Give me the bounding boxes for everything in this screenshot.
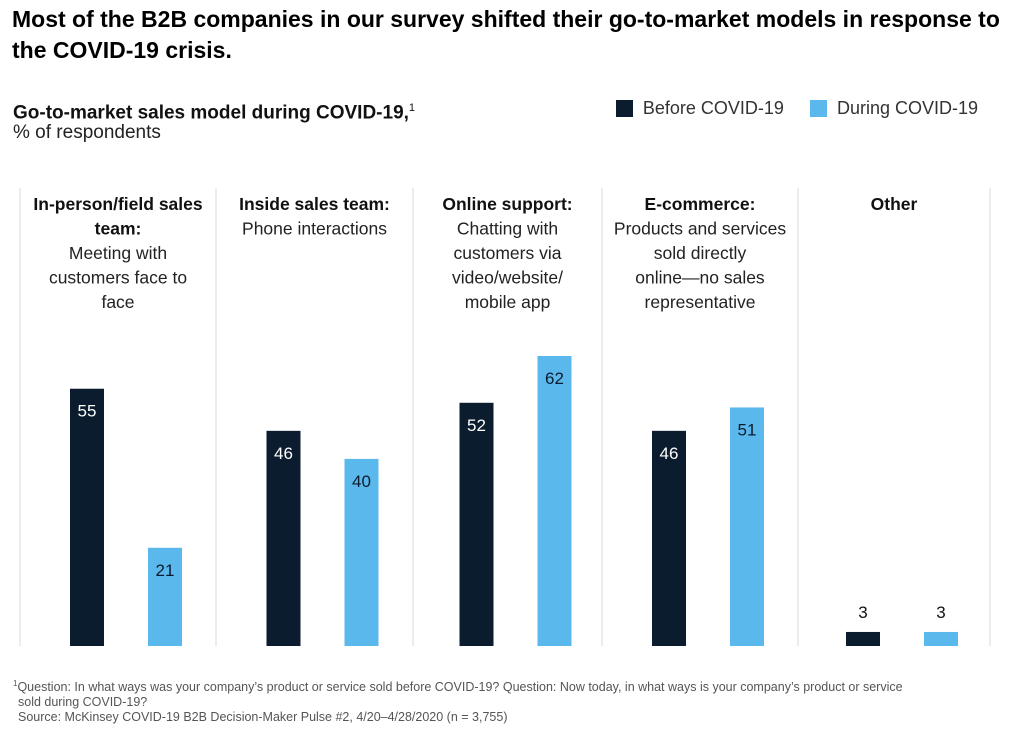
- category-description: sold directly: [654, 243, 747, 263]
- footnote-question: 1Question: In what ways was your company…: [13, 676, 1003, 695]
- legend-swatch-during: [809, 99, 827, 117]
- bar-during: [537, 356, 572, 646]
- data-label: 62: [545, 369, 564, 388]
- category-description: Chatting with: [457, 219, 558, 239]
- category-description: customers via: [454, 243, 562, 263]
- category-title: team:: [95, 219, 142, 239]
- chart-title: Go-to-market sales model during COVID-19…: [13, 96, 415, 125]
- legend-item-during: During COVID-19: [809, 96, 978, 120]
- legend-label-before: Before COVID-19: [642, 98, 784, 118]
- category-description: Phone interactions: [242, 219, 387, 239]
- data-label: 46: [660, 444, 679, 463]
- category-description: representative: [645, 292, 756, 312]
- data-label: 40: [352, 472, 371, 491]
- data-label: 21: [156, 561, 175, 580]
- category-description: face: [101, 292, 134, 312]
- bar-during: [344, 458, 379, 646]
- legend-item-before: Before COVID-19: [615, 96, 784, 120]
- footnote-source: Source: McKinsey COVID-19 B2B Decision-M…: [18, 710, 508, 725]
- footnote: 1Question: In what ways was your company…: [13, 676, 1003, 725]
- category-description: customers face to: [49, 268, 187, 288]
- chart-title-text: Go-to-market sales model during COVID-19…: [13, 102, 409, 124]
- bar-during: [730, 407, 764, 646]
- data-label: 55: [78, 402, 97, 421]
- category-description: Products and services: [614, 219, 786, 239]
- data-label: 52: [467, 416, 486, 435]
- footnote-question-line1: Question: In what ways was your company’…: [17, 680, 903, 695]
- category-description: mobile app: [465, 292, 551, 312]
- category-description: online—no sales: [635, 268, 765, 288]
- data-label: 3: [936, 603, 945, 622]
- title-footnote-marker: 1: [408, 102, 416, 114]
- bar-before: [846, 631, 880, 646]
- category-title: E-commerce:: [645, 194, 756, 214]
- footnote-question-line2: sold during COVID-19?: [18, 695, 148, 710]
- bar-during: [148, 547, 182, 646]
- data-label: 51: [738, 420, 757, 439]
- category-title: Other: [871, 194, 918, 214]
- legend: Before COVID-19 During COVID-19: [615, 96, 978, 120]
- bar-before: [70, 388, 104, 646]
- chart-headline: Most of the B2B companies in our survey …: [12, 6, 1000, 63]
- unit-label: % of respondents: [13, 122, 161, 143]
- category-title: Online support:: [442, 194, 572, 214]
- data-label: 46: [274, 444, 293, 463]
- bar-during: [924, 631, 958, 646]
- category-description: video/website/: [452, 268, 563, 288]
- legend-swatch-before: [615, 99, 633, 117]
- bar-before: [266, 430, 301, 646]
- category-title: In-person/field sales: [33, 194, 202, 214]
- data-label: 3: [858, 603, 867, 622]
- footnote-marker: 1: [13, 679, 18, 688]
- legend-label-during: During COVID-19: [836, 98, 978, 118]
- bar-before: [652, 430, 686, 646]
- bar-before: [459, 402, 494, 646]
- category-description: Meeting with: [69, 243, 167, 263]
- category-title: Inside sales team:: [239, 194, 390, 214]
